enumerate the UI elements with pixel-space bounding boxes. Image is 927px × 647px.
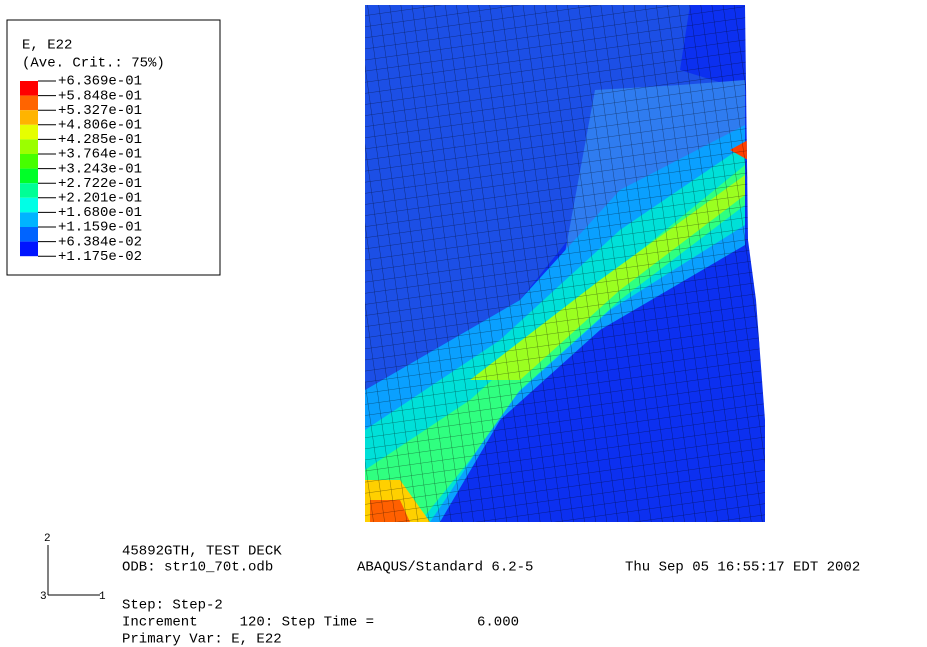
legend-box bbox=[6, 19, 221, 276]
legend-swatch bbox=[20, 183, 38, 198]
legend-label: +4.806e-01 bbox=[58, 118, 142, 134]
legend-title: E, E22 bbox=[22, 38, 72, 54]
legend-swatch bbox=[20, 110, 38, 125]
mesh bbox=[365, 5, 765, 522]
legend-label: +2.201e-01 bbox=[58, 191, 142, 207]
legend-swatch bbox=[20, 139, 38, 154]
legend-subtitle: (Ave. Crit.: 75%) bbox=[22, 56, 165, 72]
legend-swatch bbox=[20, 124, 38, 140]
contour-plot bbox=[365, 5, 765, 522]
info-text: 45892GTH, TEST DECK bbox=[122, 544, 282, 560]
legend-swatch bbox=[20, 168, 38, 184]
legend-label: +6.369e-01 bbox=[58, 74, 142, 90]
legend-swatch bbox=[20, 197, 38, 213]
legend-swatch bbox=[20, 227, 38, 242]
legend-scale: +6.369e-01+5.848e-01+5.327e-01+4.806e-01… bbox=[20, 74, 142, 265]
legend-swatch bbox=[20, 212, 38, 227]
info-text: 6.000 bbox=[477, 615, 519, 631]
info-text: ABAQUS/Standard 6.2-5 bbox=[357, 560, 533, 576]
legend-label: +3.243e-01 bbox=[58, 161, 142, 177]
legend-label: +4.285e-01 bbox=[58, 132, 142, 148]
legend-label: +1.175e-02 bbox=[58, 249, 142, 265]
legend-label: +5.327e-01 bbox=[58, 103, 142, 119]
triad-label: 3 bbox=[40, 591, 47, 603]
legend-swatch bbox=[20, 95, 38, 111]
legend-label: +5.848e-01 bbox=[58, 88, 142, 104]
legend-swatch bbox=[20, 154, 38, 169]
triad-label: 1 bbox=[99, 591, 106, 603]
info-text: ODB: str10_70t.odb bbox=[122, 560, 273, 576]
info-text: Increment 120: Step Time = bbox=[122, 615, 374, 631]
info-text: Step: Step-2 bbox=[122, 598, 223, 614]
legend-label: +6.384e-02 bbox=[58, 234, 142, 250]
legend-swatch bbox=[20, 81, 38, 96]
legend-swatch bbox=[20, 241, 38, 257]
legend-label: +1.680e-01 bbox=[58, 205, 142, 221]
info-text: Thu Sep 05 16:55:17 EDT 2002 bbox=[625, 560, 860, 576]
legend-label: +1.159e-01 bbox=[58, 220, 142, 236]
legend-label: +3.764e-01 bbox=[58, 147, 142, 163]
info-text: Primary Var: E, E22 bbox=[122, 632, 282, 647]
triad-label: 2 bbox=[44, 533, 51, 545]
legend-label: +2.722e-01 bbox=[58, 176, 142, 192]
